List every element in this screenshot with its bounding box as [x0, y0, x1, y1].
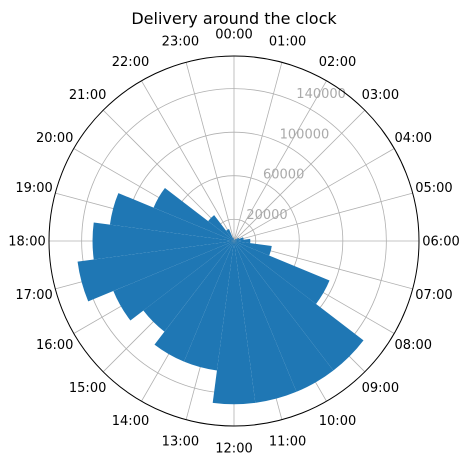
bar-1600 [113, 241, 234, 321]
angle-tick-label: 18:00 [8, 235, 45, 250]
grid-spoke [185, 62, 235, 242]
radial-tick-label: 100000 [280, 127, 330, 142]
bars-group [77, 188, 364, 405]
bar-0600 [234, 238, 251, 244]
bar-0700 [234, 241, 272, 256]
angle-tick-label: 03:00 [362, 88, 399, 103]
angle-tick-label: 04:00 [395, 131, 432, 146]
bar-0900 [234, 241, 364, 371]
radial-tick-label: 20000 [246, 208, 287, 223]
bar-1800 [92, 222, 234, 260]
bar-1500 [143, 241, 234, 332]
angle-tick-label: 23:00 [162, 35, 199, 50]
bar-0800 [234, 241, 330, 304]
bar-0500 [234, 237, 244, 241]
bar-1700 [77, 241, 234, 302]
bar-2000 [153, 188, 234, 241]
angle-tick-label: 10:00 [319, 414, 356, 429]
bar-2300 [232, 237, 234, 241]
grid-spoke [233, 80, 327, 242]
bar-0400 [234, 237, 240, 241]
grid-spoke [233, 148, 395, 242]
radial-tick-label: 140000 [296, 87, 346, 102]
bar-2100 [208, 215, 234, 241]
polar-frame [48, 55, 420, 427]
bar-1200 [212, 241, 256, 405]
angle-tick-label: 15:00 [69, 381, 106, 396]
angle-tick-label: 13:00 [162, 434, 199, 449]
angle-tick-label: 19:00 [15, 181, 52, 196]
bar-1400 [154, 241, 234, 362]
angle-tick-label: 01:00 [269, 35, 306, 50]
radial-tick-label: 60000 [263, 168, 304, 183]
angle-tick-label: 21:00 [69, 88, 106, 103]
angle-tick-label: 20:00 [36, 131, 73, 146]
angular-tick-labels: 00:00 01:00 02:00 03:00 04:00 05:00 06:00 07:00… [8, 28, 459, 457]
grid-spoke [233, 192, 413, 242]
angle-tick-label: 09:00 [362, 381, 399, 396]
bar-1100 [234, 241, 297, 403]
bar-0200 [234, 239, 235, 241]
bar-0300 [234, 238, 237, 241]
angle-tick-label: 08:00 [395, 338, 432, 353]
grid-spoke [141, 80, 235, 242]
angle-tick-label: 16:00 [36, 338, 73, 353]
angle-tick-label: 22:00 [112, 55, 149, 70]
bar-2200 [226, 228, 234, 241]
chart-title: Delivery around the clock [131, 9, 337, 28]
grid-spoke [233, 62, 283, 242]
angle-tick-label: 06:00 [422, 235, 459, 250]
angle-tick-label: 14:00 [112, 414, 149, 429]
grid-spoke [233, 109, 366, 242]
angle-tick-label: 00:00 [215, 28, 252, 43]
bar-1300 [184, 241, 234, 371]
bar-1000 [234, 241, 334, 392]
radial-tick-labels: 20000 60000 100000 140000 [246, 87, 346, 223]
angle-tick-label: 02:00 [319, 55, 356, 70]
angle-tick-label: 17:00 [15, 288, 52, 303]
angle-tick-label: 07:00 [415, 288, 452, 303]
angle-tick-label: 12:00 [215, 442, 252, 457]
angle-tick-label: 11:00 [269, 434, 306, 449]
angle-tick-label: 05:00 [415, 181, 452, 196]
bar-1900 [109, 193, 234, 241]
